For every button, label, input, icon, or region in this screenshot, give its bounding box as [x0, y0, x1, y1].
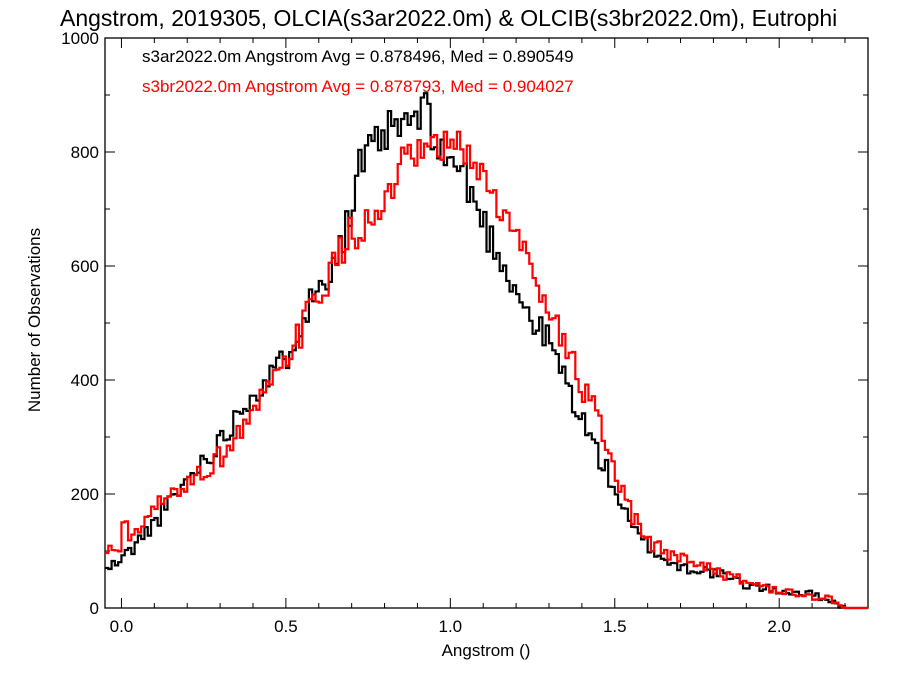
y-tick-label: 200 [71, 485, 99, 504]
series-line-1 [105, 92, 868, 610]
x-axis: 0.0 0.5 1.0 1.5 2.0 [110, 38, 846, 636]
y-tick-label: 400 [71, 371, 99, 390]
legend-entry-2: s3br2022.0m Angstrom Avg = 0.878793, Med… [142, 77, 574, 96]
y-tick-label: 0 [90, 599, 99, 618]
y-axis-label: Number of Observations [25, 228, 44, 412]
x-tick-label: 0.5 [274, 617, 298, 636]
x-tick-label: 2.0 [767, 617, 791, 636]
y-tick-label: 600 [71, 257, 99, 276]
x-tick-label: 1.5 [603, 617, 627, 636]
legend: s3ar2022.0m Angstrom Avg = 0.878496, Med… [142, 47, 574, 96]
y-tick-label: 800 [71, 143, 99, 162]
y-axis: 0 200 400 600 800 1000 [61, 29, 868, 618]
series-line-2 [105, 130, 868, 610]
series-layer [105, 92, 868, 610]
legend-entry-1: s3ar2022.0m Angstrom Avg = 0.878496, Med… [142, 47, 574, 66]
y-tick-label: 1000 [61, 29, 99, 48]
chart-title: Angstrom, 2019305, OLCIA(s3ar2022.0m) & … [60, 5, 837, 31]
x-tick-label: 0.0 [110, 617, 134, 636]
x-tick-label: 1.0 [439, 617, 463, 636]
x-axis-label: Angstrom () [442, 641, 531, 660]
plot-frame [104, 37, 869, 609]
